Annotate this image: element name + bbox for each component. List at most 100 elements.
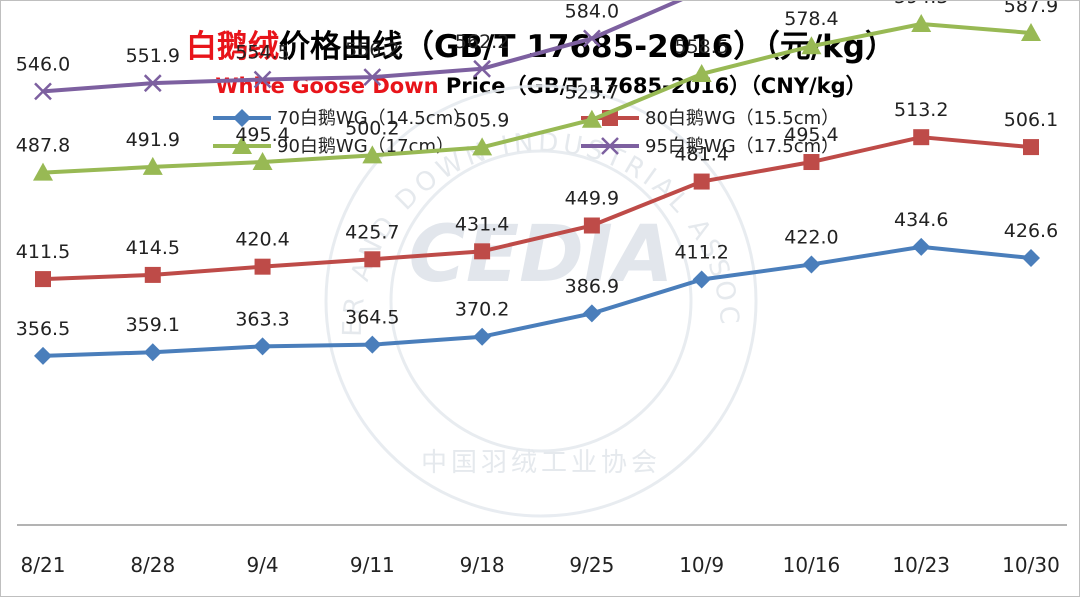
- data-label: 551.9: [126, 45, 180, 67]
- data-point: [691, 63, 712, 82]
- data-label: 558.5: [674, 36, 728, 58]
- legend-label: 95白鹅WG（17.5cm）: [645, 136, 839, 157]
- data-point: [33, 162, 53, 181]
- x-tick-label: 9/18: [460, 553, 505, 577]
- data-point: [801, 36, 822, 55]
- data-point: [582, 304, 601, 323]
- data-label: 363.3: [235, 308, 289, 330]
- data-label: 370.2: [455, 299, 509, 321]
- data-point: [583, 29, 601, 48]
- data-point: [363, 68, 382, 87]
- watermark-inner-ring: [389, 149, 693, 453]
- data-label: 411.2: [674, 242, 728, 264]
- series-group: [33, 1, 1041, 365]
- data-point: [803, 154, 820, 171]
- data-label: 587.9: [1004, 1, 1058, 17]
- series-3: [33, 14, 1041, 181]
- data-point: [142, 156, 163, 175]
- x-tick-label: 9/25: [569, 553, 614, 577]
- data-label: 487.8: [16, 135, 70, 157]
- data-point: [364, 251, 381, 268]
- x-axis-ticks: 8/21 8/28 9/4 9/11 9/18 9/25 10/9 10/16 10/23 10/…: [21, 553, 1060, 577]
- data-labels: 356.5 359.1 363.3 364.5 370.2 386.9 411.2 422.0…: [16, 1, 1058, 340]
- data-point: [802, 255, 821, 274]
- legend-marker: [233, 109, 251, 127]
- data-point: [472, 137, 493, 156]
- legend-marker: [232, 136, 252, 154]
- data-label: 513.2: [894, 99, 948, 121]
- legend-item-4: 95白鹅WG（17.5cm）: [581, 136, 839, 157]
- data-point: [583, 217, 600, 234]
- data-point: [581, 109, 602, 128]
- data-point: [911, 14, 932, 33]
- data-label: 525.7: [565, 82, 619, 104]
- data-label: 491.9: [126, 129, 180, 151]
- data-point: [1022, 249, 1040, 268]
- series-1: [34, 237, 1040, 365]
- data-label: 356.5: [16, 318, 70, 340]
- series-4: [34, 1, 683, 101]
- data-point: [254, 258, 271, 275]
- data-point: [473, 327, 492, 346]
- data-label: 506.1: [1004, 109, 1058, 131]
- legend-label: 70白鹅WG（14.5cm）: [277, 108, 471, 129]
- x-tick-label: 10/9: [679, 553, 724, 577]
- watermark-bottom-text: 中国羽绒工业协会: [421, 448, 661, 478]
- data-point: [362, 145, 383, 164]
- data-point: [252, 152, 273, 171]
- legend-label: 80白鹅WG（15.5cm）: [645, 108, 839, 129]
- data-label: 449.9: [565, 188, 619, 210]
- data-label: 584.0: [565, 1, 619, 22]
- x-tick-label: 10/16: [783, 553, 841, 577]
- data-label: 359.1: [126, 314, 180, 336]
- data-label: 364.5: [345, 307, 399, 329]
- data-point: [692, 270, 711, 289]
- x-tick-label: 10/30: [1002, 553, 1060, 577]
- data-label: 386.9: [565, 275, 619, 297]
- data-point: [35, 271, 51, 288]
- data-point: [693, 173, 710, 190]
- legend-item-1: 70白鹅WG（14.5cm）: [213, 108, 471, 129]
- series-line: [42, 1, 683, 94]
- data-label: 554.5: [235, 42, 289, 64]
- data-label: 562.2: [455, 31, 509, 53]
- x-tick-label: 8/28: [130, 553, 175, 577]
- legend-marker: [601, 137, 619, 155]
- data-label: 500.2: [345, 117, 399, 139]
- data-point: [473, 59, 491, 78]
- data-label: 556.2: [345, 39, 399, 61]
- x-tick-label: 10/23: [892, 553, 950, 577]
- series-line: [42, 22, 1032, 175]
- data-label: 426.6: [1004, 220, 1058, 242]
- data-label: 495.4: [235, 124, 289, 146]
- data-point: [1021, 22, 1041, 41]
- data-point: [253, 337, 272, 356]
- title-cn-highlight: 白鹅绒: [186, 29, 280, 65]
- data-label: 505.9: [455, 109, 509, 131]
- series-2: [35, 129, 1039, 288]
- data-label: 434.6: [894, 209, 948, 231]
- data-label: 420.4: [235, 229, 289, 251]
- data-label: 495.4: [784, 124, 838, 146]
- data-point: [143, 343, 162, 362]
- series-line: [42, 135, 1032, 282]
- x-tick-label: 8/21: [21, 553, 66, 577]
- data-label: 594.3: [894, 1, 948, 8]
- data-label: 431.4: [455, 213, 509, 235]
- data-point: [253, 70, 272, 89]
- x-tick-label: 9/11: [350, 553, 395, 577]
- data-point: [143, 74, 162, 93]
- data-label: 425.7: [345, 221, 399, 243]
- data-point: [363, 335, 382, 354]
- data-label: 411.5: [16, 241, 70, 263]
- data-point: [913, 129, 930, 146]
- data-point: [474, 243, 491, 260]
- data-point: [144, 266, 161, 283]
- series-line: [42, 244, 1032, 358]
- data-label: 422.0: [784, 226, 838, 248]
- data-point: [34, 346, 52, 365]
- data-label: 578.4: [784, 8, 838, 30]
- data-label: 546.0: [16, 53, 70, 75]
